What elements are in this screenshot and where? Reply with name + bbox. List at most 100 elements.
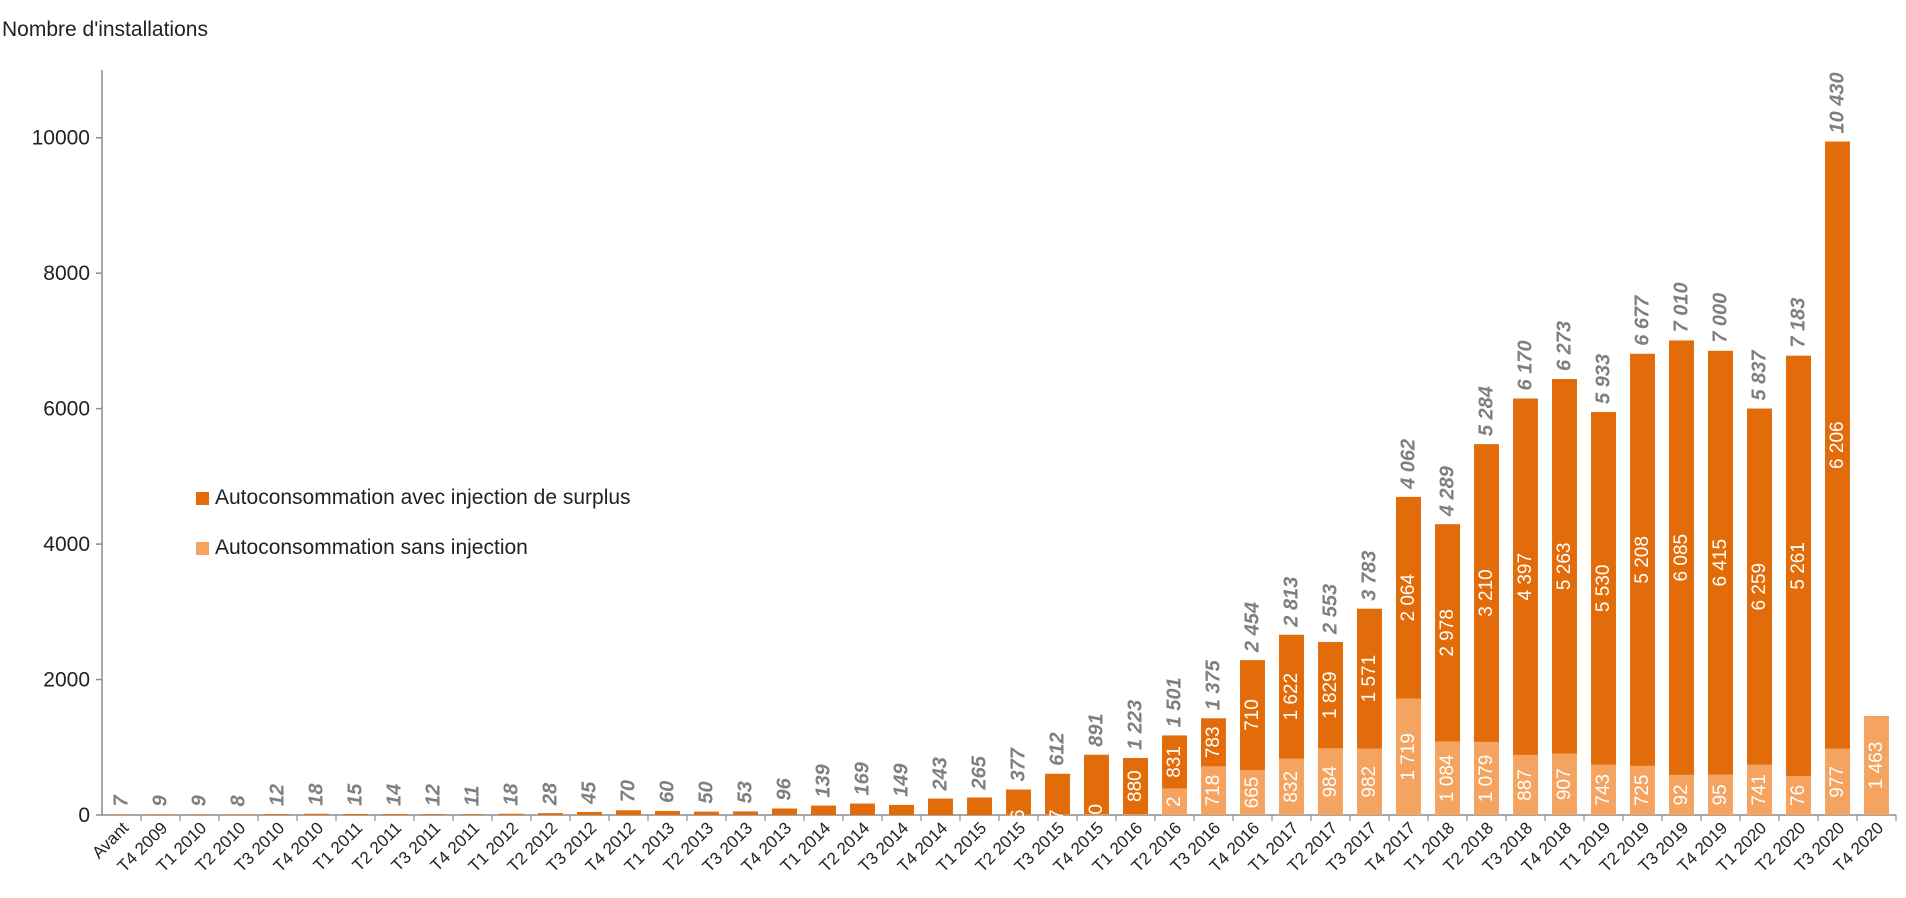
legend-label-sans-injection: Autoconsommation sans injection <box>215 536 528 560</box>
data-label-avec-injection: 5 261 <box>1788 542 1809 590</box>
total-label: 7 010 <box>1671 282 1693 332</box>
total-label: 7 <box>111 795 133 807</box>
y-tick-label: 2000 <box>43 669 90 692</box>
legend-label-avec-injection: Autoconsommation avec injection de surpl… <box>215 486 631 510</box>
total-label: 5 284 <box>1476 386 1498 436</box>
bar-segment-avec-injection <box>265 814 290 815</box>
bar-segment-avec-injection <box>460 814 485 815</box>
y-tick-label: 4000 <box>43 533 90 556</box>
total-label: 1 375 <box>1203 659 1225 710</box>
total-label: 2 813 <box>1281 577 1303 628</box>
total-label: 5 933 <box>1593 354 1615 404</box>
y-tick-label: 6000 <box>43 398 90 421</box>
data-label-sans-injection: 977 <box>1827 766 1848 798</box>
total-label: 11 <box>462 785 484 806</box>
bar-segment-avec-injection <box>226 814 251 815</box>
bar-segment-avec-injection <box>304 814 329 815</box>
bar-segment-avec-injection <box>382 814 407 815</box>
total-label: 6 170 <box>1515 340 1537 390</box>
legend-swatch-sans-injection <box>196 542 209 555</box>
data-label-sans-injection: 6 <box>1008 810 1029 821</box>
bar-segment-avec-injection <box>343 814 368 815</box>
total-label: 5 837 <box>1749 350 1771 401</box>
bar-segment-avec-injection <box>850 804 875 815</box>
data-label-avec-injection: 1 622 <box>1281 673 1302 721</box>
total-label: 12 <box>267 784 289 806</box>
data-label-avec-injection: 5 208 <box>1632 536 1653 584</box>
total-label: 2 553 <box>1320 584 1342 635</box>
bar-segment-avec-injection <box>538 813 563 815</box>
data-label-avec-injection: 6 259 <box>1749 563 1770 611</box>
data-label-avec-injection: 1 829 <box>1320 671 1341 719</box>
legend-swatch-avec-injection <box>196 492 209 505</box>
total-label: 243 <box>930 757 952 791</box>
total-label: 96 <box>774 777 796 800</box>
total-label: 612 <box>1047 732 1069 765</box>
data-label-sans-injection: 665 <box>1242 777 1263 809</box>
data-label-sans-injection: 743 <box>1593 774 1614 806</box>
total-label: 9 <box>150 794 172 806</box>
data-label-sans-injection: 95 <box>1710 784 1731 805</box>
legend-item-avec-injection: Autoconsommation avec injection de surpl… <box>196 485 631 511</box>
data-label-sans-injection: 2 <box>1164 796 1185 807</box>
total-label: 4 062 <box>1398 439 1420 490</box>
bar-segment-sans-injection <box>1123 814 1148 815</box>
data-label-sans-injection: 741 <box>1749 774 1770 806</box>
legend-item-sans-injection: Autoconsommation sans injection <box>196 535 631 561</box>
bar-segment-avec-injection <box>811 806 836 815</box>
total-label: 12 <box>423 784 445 806</box>
total-label: 4 289 <box>1437 465 1459 517</box>
total-label: 1 501 <box>1164 677 1186 727</box>
bar-segment-avec-injection <box>655 811 680 815</box>
total-label: 3 783 <box>1359 551 1381 601</box>
total-label: 60 <box>657 781 679 803</box>
data-label-avec-injection: 5 530 <box>1593 565 1614 613</box>
total-label: 2 454 <box>1242 602 1264 653</box>
total-label: 14 <box>384 784 406 806</box>
data-label-avec-injection: 6 206 <box>1827 421 1848 469</box>
data-label-avec-injection: 3 210 <box>1476 569 1497 617</box>
total-label: 6 677 <box>1632 295 1654 346</box>
data-label-avec-injection: 831 <box>1164 746 1185 778</box>
y-tick-label: 0 <box>78 804 90 827</box>
bar-segment-avec-injection <box>772 808 797 815</box>
bar-segment-avec-injection <box>889 805 914 815</box>
total-label: 50 <box>696 781 718 803</box>
bar-segment-avec-injection <box>1045 774 1070 815</box>
data-label-sans-injection: 1 463 <box>1866 742 1887 790</box>
data-label-sans-injection: 1 719 <box>1398 733 1419 781</box>
data-label-avec-injection: 6 085 <box>1671 534 1692 582</box>
total-label: 8 <box>228 794 250 806</box>
data-label-avec-injection: 1 571 <box>1359 655 1380 703</box>
data-label-sans-injection: 887 <box>1515 769 1536 801</box>
data-label-sans-injection: 1 079 <box>1476 755 1497 803</box>
data-label-avec-injection: 5 263 <box>1554 543 1575 591</box>
bar-segment-avec-injection <box>187 814 212 815</box>
total-label: 18 <box>501 783 523 806</box>
bar-segment-avec-injection <box>499 814 524 815</box>
y-axis-title: Nombre d'installations <box>2 18 208 42</box>
bar-segment-avec-injection <box>733 811 758 815</box>
data-label-sans-injection: 718 <box>1203 775 1224 807</box>
y-tick-label: 8000 <box>43 262 90 285</box>
data-label-sans-injection: 7 <box>1047 809 1068 820</box>
bar-segment-avec-injection <box>967 797 992 815</box>
total-label: 891 <box>1086 713 1108 746</box>
total-label: 15 <box>345 783 367 806</box>
bar-segment-avec-injection <box>694 812 719 815</box>
data-label-sans-injection: 982 <box>1359 766 1380 798</box>
total-label: 10 430 <box>1827 72 1849 133</box>
data-label-avec-injection: 710 <box>1242 699 1263 731</box>
data-label-sans-injection: 907 <box>1554 768 1575 800</box>
total-label: 70 <box>618 780 640 802</box>
bar-segment-avec-injection <box>616 810 641 815</box>
data-label-avec-injection: 8 967 <box>1853 0 1901 11</box>
data-label-avec-injection: 783 <box>1203 726 1224 758</box>
bar-segment-avec-injection <box>148 814 173 815</box>
data-label-avec-injection: 6 415 <box>1710 539 1731 587</box>
total-label: 377 <box>1008 747 1030 781</box>
legend: Autoconsommation avec injection de surpl… <box>196 485 631 585</box>
data-label-avec-injection: 2 064 <box>1398 574 1419 622</box>
